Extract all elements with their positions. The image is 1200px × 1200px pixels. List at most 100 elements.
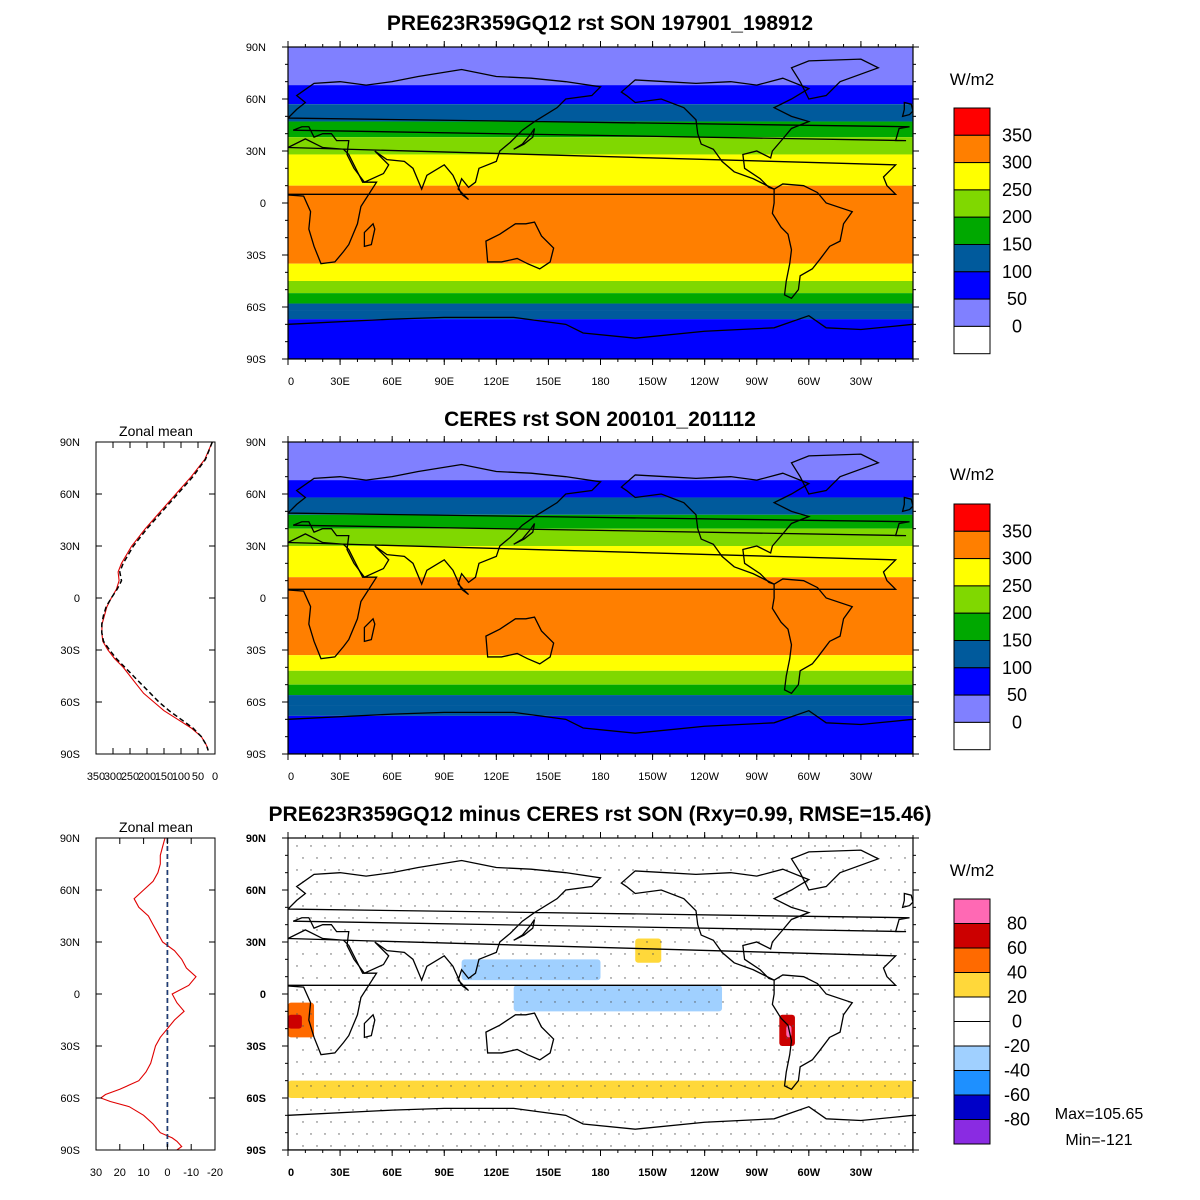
- significance-dot: [786, 1133, 788, 1135]
- significance-dot: [484, 881, 486, 883]
- significance-dot: [512, 1145, 514, 1147]
- significance-dot: [750, 929, 752, 931]
- significance-dot: [414, 929, 416, 931]
- x-tick-label: 120W: [690, 376, 719, 388]
- significance-dot: [428, 881, 430, 883]
- significance-dot: [828, 1013, 830, 1015]
- significance-dot: [862, 857, 864, 859]
- significance-dot: [596, 977, 598, 979]
- significance-dot: [596, 1145, 598, 1147]
- significance-dot: [338, 1013, 340, 1015]
- significance-dot: [652, 1001, 654, 1003]
- significance-dot: [380, 1085, 382, 1087]
- significance-dot: [764, 881, 766, 883]
- significance-dot: [484, 857, 486, 859]
- significance-dot: [540, 905, 542, 907]
- significance-dot: [372, 1049, 374, 1051]
- significance-dot: [450, 1037, 452, 1039]
- significance-dot: [744, 1133, 746, 1135]
- zonal-band: [288, 137, 913, 155]
- zonal-y-tick-label: 60N: [60, 489, 80, 501]
- significance-dot: [302, 905, 304, 907]
- significance-dot: [898, 1109, 900, 1111]
- significance-dot: [862, 1145, 864, 1147]
- significance-dot: [324, 845, 326, 847]
- significance-dot: [730, 917, 732, 919]
- significance-dot: [330, 953, 332, 955]
- significance-dot: [688, 941, 690, 943]
- significance-dot: [610, 857, 612, 859]
- significance-dot: [904, 953, 906, 955]
- significance-dot: [534, 965, 536, 967]
- significance-dot: [484, 1025, 486, 1027]
- significance-dot: [618, 989, 620, 991]
- y-tick-label: 0: [260, 593, 266, 605]
- significance-dot: [772, 1061, 774, 1063]
- significance-dot: [820, 977, 822, 979]
- significance-dot: [722, 1073, 724, 1075]
- significance-dot: [898, 869, 900, 871]
- significance-dot: [562, 941, 564, 943]
- significance-dot: [324, 989, 326, 991]
- significance-dot: [436, 1109, 438, 1111]
- y-tick-label: 60S: [246, 1093, 266, 1105]
- significance-dot: [380, 1061, 382, 1063]
- significance-dot: [442, 929, 444, 931]
- significance-dot: [778, 1001, 780, 1003]
- significance-dot: [414, 857, 416, 859]
- x-tick-label: 180: [591, 376, 609, 388]
- significance-dot: [582, 953, 584, 955]
- significance-dot: [800, 965, 802, 967]
- significance-dot: [898, 1013, 900, 1015]
- significance-dot: [316, 905, 318, 907]
- significance-dot: [702, 1061, 704, 1063]
- significance-dot: [506, 1061, 508, 1063]
- significance-dot: [772, 1037, 774, 1039]
- significance-dot: [680, 905, 682, 907]
- significance-dot: [414, 905, 416, 907]
- significance-dot: [604, 1013, 606, 1015]
- significance-dot: [380, 869, 382, 871]
- significance-dot: [394, 1133, 396, 1135]
- significance-dot: [590, 1109, 592, 1111]
- significance-dot: [856, 965, 858, 967]
- significance-dot: [352, 1061, 354, 1063]
- significance-dot: [330, 1001, 332, 1003]
- colorbar-label: -60: [1004, 1085, 1030, 1105]
- significance-dot: [352, 965, 354, 967]
- significance-dot: [694, 881, 696, 883]
- significance-dot: [512, 953, 514, 955]
- significance-dot: [898, 1085, 900, 1087]
- significance-dot: [646, 1013, 648, 1015]
- significance-dot: [758, 1037, 760, 1039]
- coastline: [620, 77, 811, 190]
- significance-dot: [730, 965, 732, 967]
- significance-dot: [632, 1109, 634, 1111]
- significance-dot: [638, 953, 640, 955]
- significance-dot: [408, 989, 410, 991]
- significance-dot: [484, 1121, 486, 1123]
- significance-dot: [450, 1013, 452, 1015]
- significance-dot: [442, 1025, 444, 1027]
- significance-dot: [554, 1025, 556, 1027]
- significance-dot: [632, 989, 634, 991]
- coastline: [363, 617, 376, 643]
- significance-dot: [478, 965, 480, 967]
- significance-dot: [590, 869, 592, 871]
- significance-dot: [554, 1001, 556, 1003]
- significance-dot: [366, 845, 368, 847]
- significance-dot: [744, 1061, 746, 1063]
- significance-dot: [534, 1133, 536, 1135]
- significance-dot: [624, 929, 626, 931]
- significance-dot: [610, 977, 612, 979]
- significance-dot: [310, 989, 312, 991]
- significance-dot: [464, 965, 466, 967]
- significance-dot: [666, 953, 668, 955]
- significance-dot: [310, 941, 312, 943]
- significance-dot: [786, 917, 788, 919]
- significance-dot: [464, 1037, 466, 1039]
- significance-dot: [372, 1073, 374, 1075]
- significance-dot: [736, 1097, 738, 1099]
- significance-dot: [904, 1001, 906, 1003]
